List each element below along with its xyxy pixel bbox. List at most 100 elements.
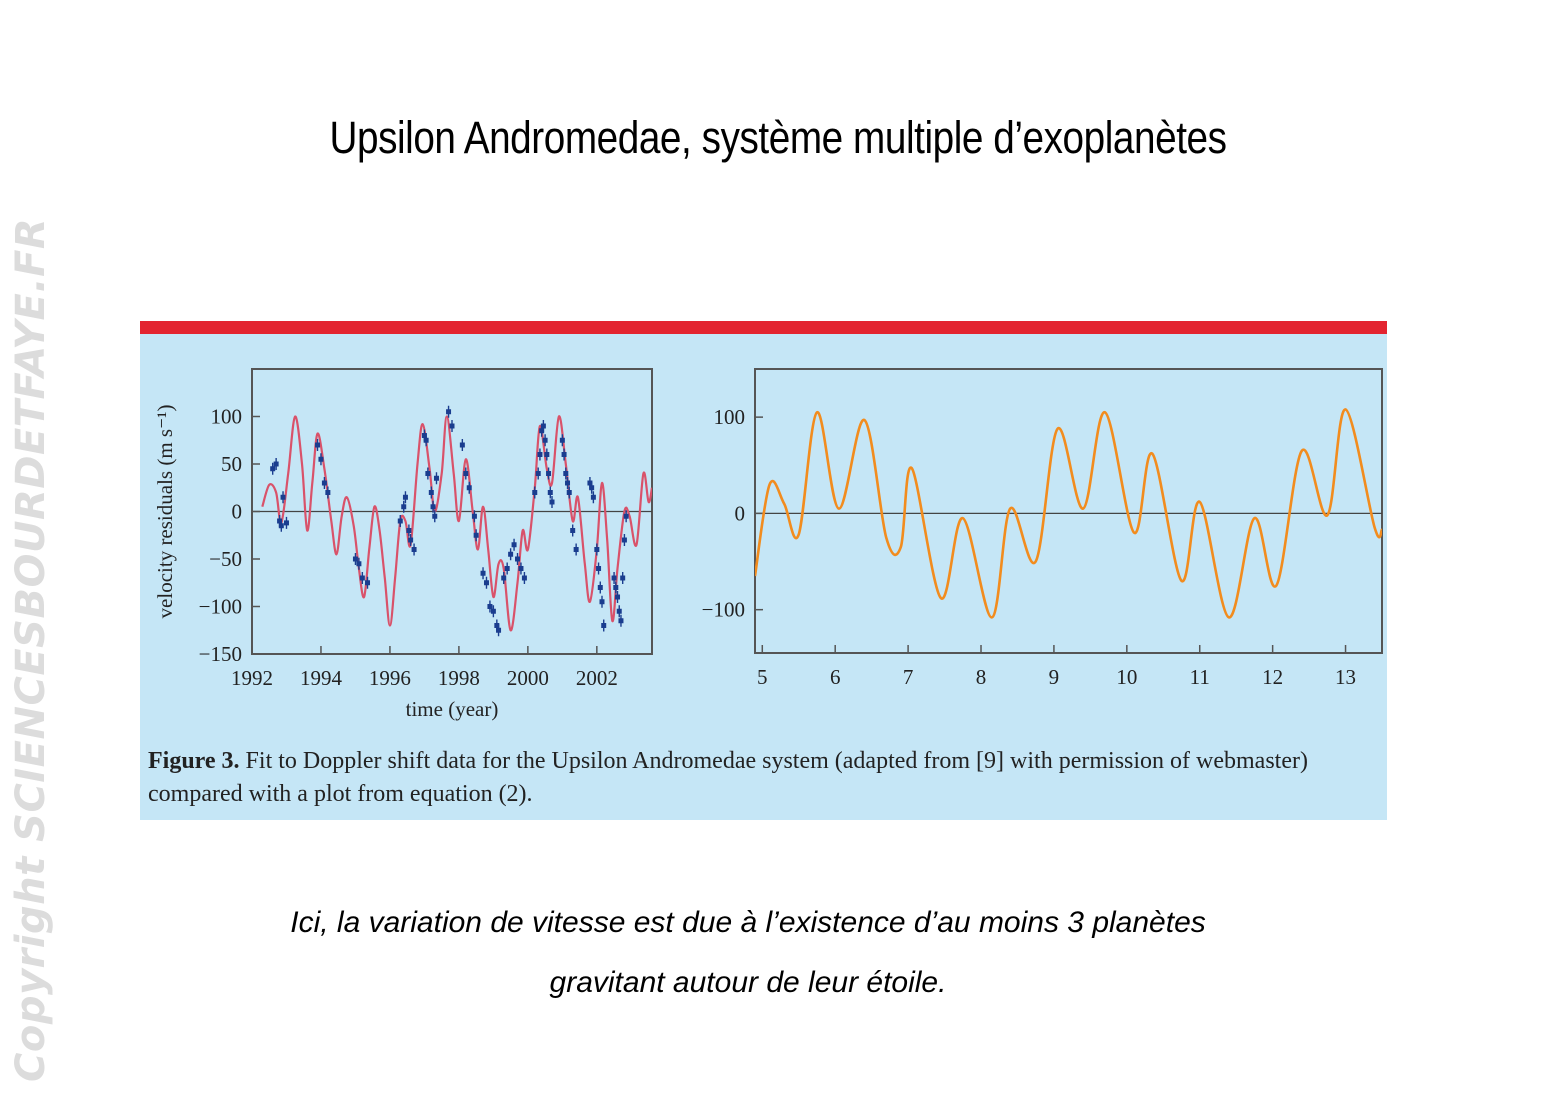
data-point — [480, 567, 486, 580]
conclusion-line-2: gravitant autour de leur étoile. — [549, 966, 947, 999]
data-point-marker — [504, 566, 510, 571]
data-point — [544, 448, 550, 461]
data-point-marker — [411, 547, 417, 552]
data-point-marker — [356, 561, 362, 567]
data-point-marker — [459, 442, 465, 448]
data-point — [471, 510, 477, 523]
data-point-marker — [428, 490, 434, 495]
data-point — [570, 524, 576, 537]
data-point — [356, 557, 362, 570]
y-tick-label: 50 — [221, 452, 242, 476]
data-point — [273, 458, 279, 470]
data-point-marker — [408, 537, 414, 543]
data-point — [540, 420, 546, 432]
copyright-watermark: Copyright SCIENCESBOURDETFAYE.FR — [8, 217, 54, 1082]
data-point — [402, 491, 408, 504]
data-point — [618, 614, 624, 627]
data-point-marker — [483, 580, 489, 586]
data-point-marker — [466, 485, 472, 491]
data-point — [408, 534, 414, 546]
data-point — [563, 467, 569, 480]
x-tick-label: 1994 — [300, 666, 343, 690]
x-tick-label: 2002 — [576, 666, 618, 690]
plot-1: 100 0 −100 5 6 7 8 9 10 11 12 13 — [702, 368, 1383, 689]
data-point-marker — [532, 490, 538, 495]
data-point-marker — [487, 604, 493, 609]
x-tick-label: 7 — [903, 665, 914, 689]
data-point-marker — [566, 490, 572, 495]
y-tick-label: 0 — [735, 501, 746, 525]
x-tick-label: 1992 — [231, 666, 273, 690]
data-point — [397, 515, 403, 527]
data-point-marker — [544, 452, 550, 457]
figure-caption-label: Figure 3. — [148, 748, 240, 774]
y-tick-label: 100 — [211, 405, 243, 429]
data-point-marker — [496, 627, 502, 633]
data-point-marker — [535, 471, 541, 476]
data-point-marker — [315, 442, 321, 448]
data-point-marker — [601, 623, 607, 628]
x-tick-label: 1996 — [369, 666, 411, 690]
y-tick-label: −100 — [199, 595, 242, 619]
data-point — [496, 624, 502, 637]
conclusion-line-1: Ici, la variation de vitesse est due à l… — [290, 906, 1206, 939]
data-point-marker — [563, 471, 569, 476]
data-point-marker — [365, 580, 371, 586]
data-point — [559, 434, 565, 447]
data-point-marker — [508, 551, 514, 557]
data-point — [352, 553, 358, 565]
data-point-marker — [359, 575, 365, 581]
data-point-marker — [596, 566, 602, 571]
x-tick-label: 9 — [1049, 665, 1060, 689]
data-point-marker — [494, 623, 500, 628]
data-point-marker — [421, 433, 427, 438]
data-point — [521, 572, 527, 584]
data-point — [616, 605, 622, 618]
data-point — [590, 491, 596, 504]
data-point-marker — [471, 513, 477, 519]
data-point-marker — [615, 594, 621, 600]
data-point — [611, 572, 617, 584]
data-point — [406, 524, 412, 537]
data-point — [615, 591, 621, 603]
data-point — [547, 486, 553, 499]
data-point-marker — [547, 490, 553, 495]
data-point-marker — [597, 585, 603, 590]
data-point — [515, 553, 521, 565]
data-point — [270, 462, 276, 475]
data-point-marker — [277, 518, 283, 524]
data-point — [446, 405, 452, 418]
data-point-marker — [402, 494, 408, 500]
data-point — [532, 486, 538, 499]
y-tick-label: −50 — [209, 547, 242, 571]
data-point-marker — [570, 528, 576, 533]
data-point-marker — [594, 547, 600, 552]
data-point — [546, 467, 552, 480]
data-point-marker — [518, 566, 524, 571]
data-point-marker — [599, 599, 605, 605]
data-point-marker — [480, 570, 486, 576]
data-point-marker — [352, 556, 358, 562]
data-point-marker — [611, 575, 617, 581]
x-tick-label: 13 — [1335, 665, 1356, 689]
data-point — [280, 491, 286, 504]
data-point-marker — [616, 608, 622, 614]
data-point — [425, 467, 431, 480]
data-point — [423, 434, 429, 447]
data-point — [449, 420, 455, 432]
data-point-marker — [473, 532, 479, 538]
data-point — [589, 481, 595, 494]
data-point-marker — [515, 556, 521, 562]
data-point — [411, 543, 417, 556]
data-point-marker — [511, 542, 517, 548]
data-point — [483, 576, 489, 589]
y-tick-label: 0 — [232, 500, 243, 524]
data-point — [599, 595, 605, 608]
data-point — [459, 439, 465, 451]
y-tick-label: 100 — [714, 405, 746, 429]
data-point-marker — [565, 480, 571, 486]
y-tick-label: −100 — [702, 598, 745, 622]
data-point — [365, 576, 371, 589]
